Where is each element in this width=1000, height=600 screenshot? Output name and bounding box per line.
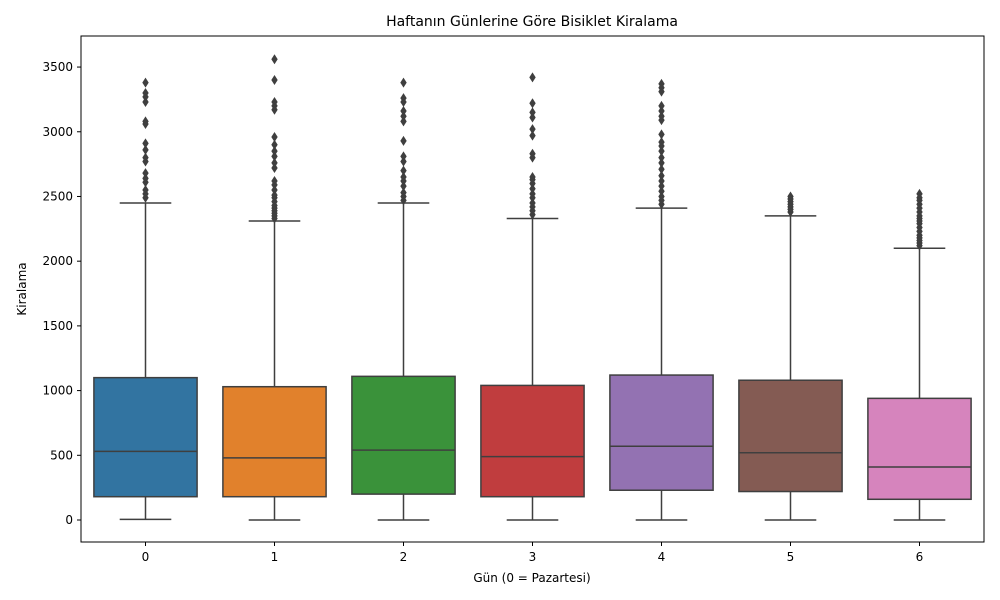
outlier-point xyxy=(529,188,536,199)
outlier-point xyxy=(142,97,149,107)
box-group-2 xyxy=(351,77,456,521)
box-group-5 xyxy=(738,191,843,521)
outlier-point xyxy=(142,168,149,179)
y-axis: 0 500 1000 1500 2000 2500 3000 3500 xyxy=(42,60,81,527)
outlier-point xyxy=(658,106,665,117)
iqr-box xyxy=(609,374,714,491)
box-group-0 xyxy=(93,77,198,521)
outlier-point xyxy=(400,156,407,167)
outlier-point xyxy=(400,116,407,127)
iqr-box xyxy=(480,384,585,498)
outlier-point xyxy=(271,131,278,142)
iqr-box xyxy=(867,397,972,501)
outlier-point xyxy=(658,152,665,163)
outlier-point xyxy=(658,191,665,202)
outlier-point xyxy=(658,181,665,192)
x-tick-label: 6 xyxy=(916,550,924,564)
x-tick-label: 0 xyxy=(142,550,150,564)
x-axis-label: Gün (0 = Pazartesi) xyxy=(473,571,590,585)
outlier-point xyxy=(400,106,407,117)
outlier-point xyxy=(529,148,536,159)
outlier-point xyxy=(529,107,536,118)
outlier-point xyxy=(142,87,149,98)
y-tick-label: 2500 xyxy=(42,189,73,203)
outlier-point xyxy=(529,124,536,135)
iqr-box xyxy=(222,385,327,498)
outlier-point xyxy=(142,144,149,155)
outlier-point xyxy=(658,78,665,89)
outlier-point xyxy=(658,111,665,122)
outlier-point xyxy=(400,151,407,162)
outlier-point xyxy=(529,130,536,141)
outlier-point xyxy=(142,173,149,184)
y-tick-label: 3500 xyxy=(42,60,73,74)
iqr-box xyxy=(93,376,198,498)
outlier-point xyxy=(658,157,665,168)
y-tick-label: 1000 xyxy=(42,384,73,398)
y-tick-label: 0 xyxy=(65,513,73,527)
outlier-point xyxy=(658,100,665,111)
x-axis: 0 1 2 3 4 5 6 xyxy=(142,542,924,564)
iqr-box xyxy=(351,375,456,495)
y-tick-label: 1500 xyxy=(42,319,73,333)
box-group-6 xyxy=(867,188,972,521)
outlier-point xyxy=(529,183,536,194)
outlier-point xyxy=(658,146,665,157)
outlier-point xyxy=(142,138,149,149)
x-tick-label: 1 xyxy=(271,550,279,564)
outlier-point xyxy=(658,170,665,181)
box-group-3 xyxy=(480,72,585,521)
box-group-1 xyxy=(222,54,327,521)
outlier-point xyxy=(400,172,407,183)
outlier-point xyxy=(529,98,536,109)
outlier-point xyxy=(658,129,665,140)
y-tick-label: 500 xyxy=(50,448,73,462)
outlier-point xyxy=(658,137,665,148)
outlier-point xyxy=(271,190,278,201)
outlier-point xyxy=(529,112,536,123)
outlier-point xyxy=(271,185,278,195)
outlier-point xyxy=(400,187,407,198)
x-tick-label: 2 xyxy=(400,550,408,564)
plot-area xyxy=(93,54,972,521)
outlier-point xyxy=(271,151,278,162)
x-tick-label: 4 xyxy=(658,550,666,564)
outlier-point xyxy=(529,172,536,183)
x-tick-label: 3 xyxy=(529,550,537,564)
outlier-point xyxy=(271,175,278,186)
outlier-point xyxy=(400,135,407,146)
outlier-point xyxy=(400,111,407,122)
outlier-point xyxy=(142,116,149,127)
outlier-point xyxy=(271,75,278,85)
y-tick-label: 3000 xyxy=(42,125,73,139)
outlier-point xyxy=(658,175,665,186)
outlier-point xyxy=(787,191,794,202)
outlier-point xyxy=(271,139,278,150)
outlier-point xyxy=(142,152,149,163)
y-tick-label: 2000 xyxy=(42,254,73,268)
outlier-point xyxy=(529,72,536,83)
outlier-point xyxy=(142,77,149,88)
outlier-point xyxy=(271,54,278,65)
chart-title: Haftanın Günlerine Göre Bisiklet Kiralam… xyxy=(386,14,678,30)
outlier-point xyxy=(271,157,278,168)
outlier-point xyxy=(400,165,407,176)
outlier-point xyxy=(142,185,149,195)
x-tick-label: 5 xyxy=(787,550,795,564)
y-axis-label: Kiralama xyxy=(15,262,29,315)
outlier-point xyxy=(658,164,665,175)
outlier-point xyxy=(271,163,278,173)
outlier-point xyxy=(271,97,278,107)
outlier-point xyxy=(658,186,665,197)
box-group-4 xyxy=(609,78,714,521)
outlier-point xyxy=(400,93,407,104)
outlier-point xyxy=(400,181,407,192)
outlier-point xyxy=(529,197,536,208)
outlier-point xyxy=(916,188,923,199)
outlier-point xyxy=(400,77,407,88)
iqr-box xyxy=(738,379,843,493)
outlier-point xyxy=(271,146,278,157)
